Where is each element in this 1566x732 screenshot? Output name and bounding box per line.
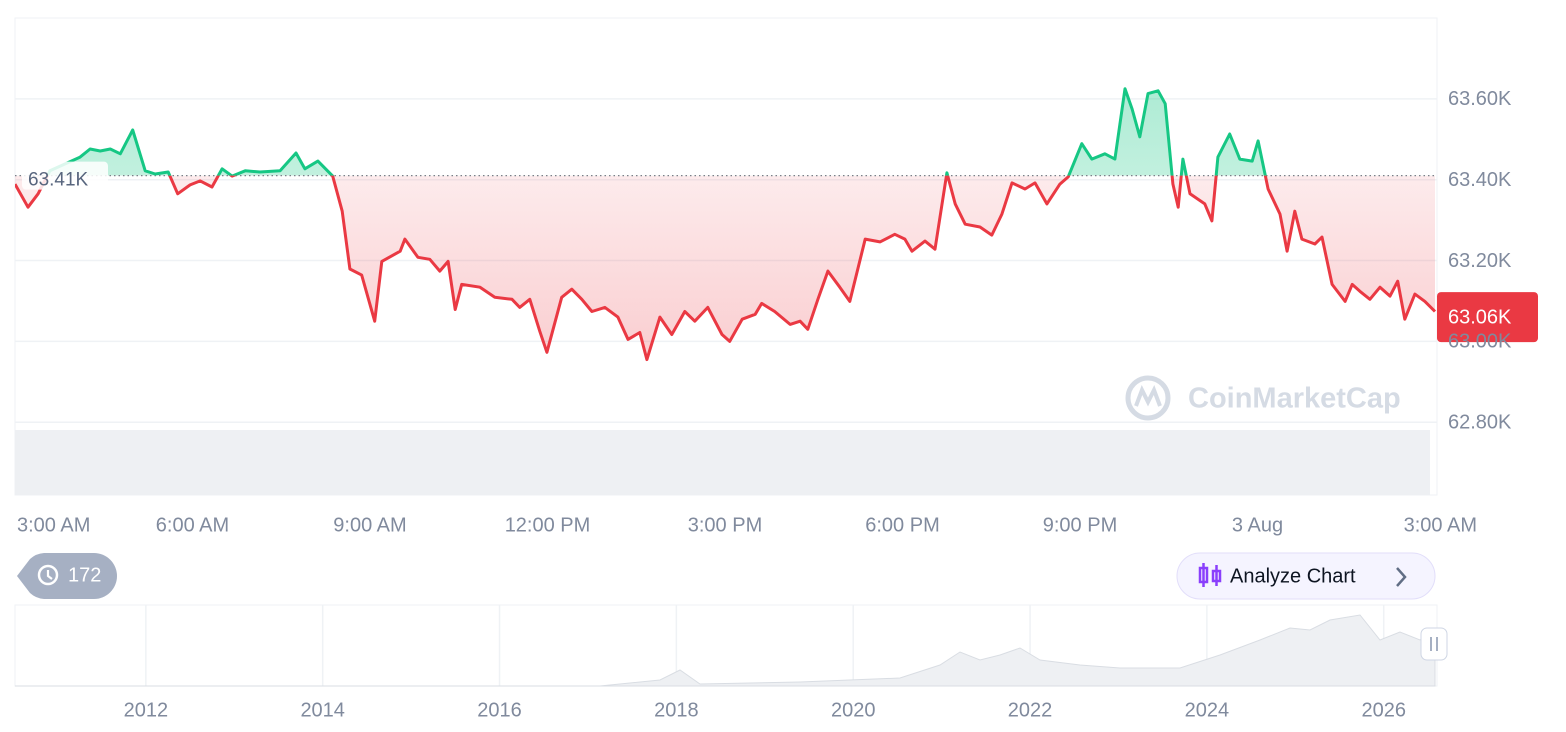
y-tick-label: 62.80K xyxy=(1448,412,1512,434)
area-down xyxy=(15,175,1435,360)
x-tick-label: 3:00 AM xyxy=(17,514,90,536)
y-tick-label: 63.40K xyxy=(1448,169,1512,191)
navigator-tick-label: 2018 xyxy=(654,699,699,721)
y-tick-label: 63.00K xyxy=(1448,331,1512,353)
navigator-tick-label: 2014 xyxy=(300,699,345,721)
current-price-badge xyxy=(1437,292,1538,343)
baseline-label-bg xyxy=(22,161,108,190)
x-tick-label: 12:00 PM xyxy=(505,514,591,536)
watermark-text: CoinMarketCap xyxy=(1188,383,1401,415)
watermark: CoinMarketCap xyxy=(1125,375,1401,421)
navigator-handle[interactable] xyxy=(1420,627,1448,661)
y-tick-label: 63.20K xyxy=(1448,250,1512,272)
volume-area xyxy=(15,430,1430,495)
price-line-up xyxy=(45,87,1267,176)
history-count: 172 xyxy=(68,564,101,586)
navigator-tick-label: 2020 xyxy=(831,699,876,721)
x-tick-label: 9:00 AM xyxy=(333,514,406,536)
navigator-tick-label: 2016 xyxy=(477,699,522,721)
current-price-label: 63.06K xyxy=(1448,306,1512,328)
x-tick-label: 9:00 PM xyxy=(1043,514,1117,536)
x-tick-label: 3:00 PM xyxy=(688,514,762,536)
x-tick-label: 3 Aug xyxy=(1232,514,1283,536)
analyze-label: Analyze Chart xyxy=(1230,565,1356,587)
navigator-tick-label: 2012 xyxy=(124,699,169,721)
navigator-tick-label: 2022 xyxy=(1008,699,1053,721)
price-line-down xyxy=(15,175,1437,362)
x-tick-label: 6:00 AM xyxy=(156,514,229,536)
y-tick-label: 63.60K xyxy=(1448,88,1512,110)
baseline-label: 63.41K xyxy=(28,170,89,191)
area-up xyxy=(47,88,1266,176)
navigator-tick-label: 2024 xyxy=(1185,699,1230,721)
x-tick-label: 6:00 PM xyxy=(865,514,939,536)
analyze-button[interactable]: Analyze Chart xyxy=(1176,552,1436,600)
navigator-tick-label: 2026 xyxy=(1361,699,1406,721)
history-badge[interactable]: 172 xyxy=(17,553,117,599)
navigator-area xyxy=(15,614,1436,687)
x-tick-label: 3:00 AM xyxy=(1404,514,1477,536)
